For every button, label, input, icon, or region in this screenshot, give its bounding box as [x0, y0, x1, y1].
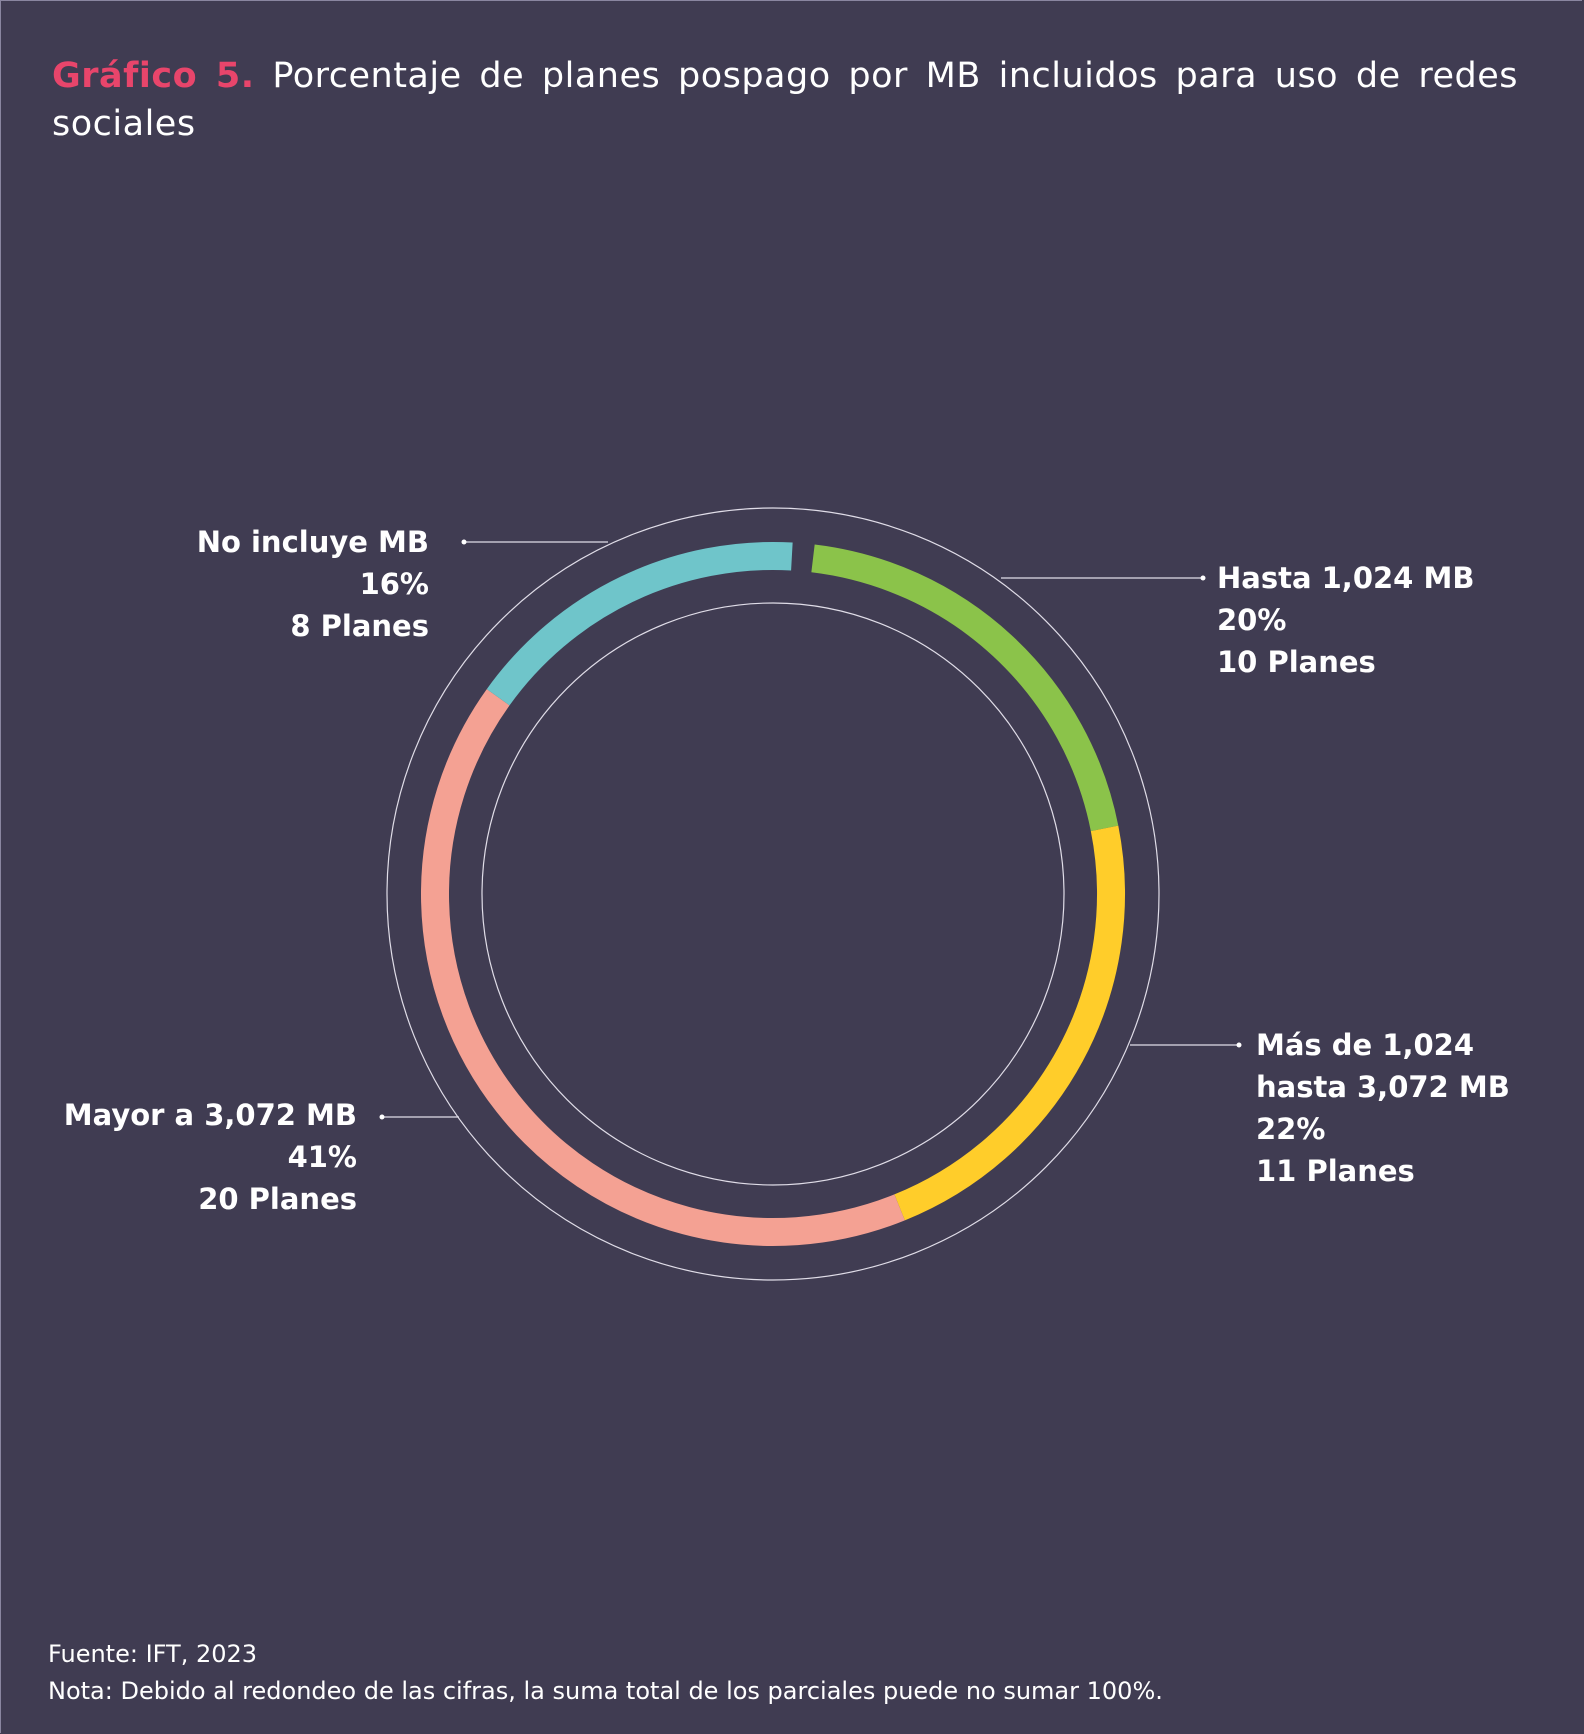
leader-dot: [1200, 575, 1206, 581]
value-label: 20%: [1217, 603, 1287, 637]
leader-dot: [461, 539, 467, 545]
leader-dot: [379, 1114, 385, 1120]
donut-segment: [894, 825, 1125, 1221]
category-label: Más de 1,024 hasta 3,072 MB: [1256, 1028, 1510, 1104]
donut-segment: [811, 544, 1119, 832]
category-label: No incluye MB: [196, 525, 429, 559]
plan-label: 20 Planes: [198, 1182, 357, 1216]
plan-label: 8 Planes: [290, 609, 429, 643]
title-prefix: Gráfico 5.: [52, 56, 255, 96]
plan-label: 11 Planes: [1256, 1154, 1415, 1188]
category-label: Mayor a 3,072 MB: [63, 1098, 357, 1132]
donut-segment: [421, 689, 905, 1246]
value-label: 41%: [287, 1140, 357, 1174]
inner-ring: [481, 602, 1065, 1186]
category-label: Hasta 1,024 MB: [1217, 561, 1475, 595]
note: Nota: Debido al redondeo de las cifras, …: [48, 1677, 1163, 1705]
value-label: 22%: [1256, 1112, 1326, 1146]
donut-segment: [486, 542, 793, 706]
value-label: 16%: [359, 567, 429, 601]
outer-ring: [386, 507, 1160, 1281]
source: Fuente: IFT, 2023: [48, 1640, 258, 1668]
slice-label: Más de 1,024 hasta 3,072 MB 22% 11 Planes: [1256, 1024, 1510, 1192]
leader-dot: [1236, 1042, 1242, 1048]
slice-label: No incluye MB 16% 8 Planes: [197, 521, 429, 647]
chart-title: Gráfico 5. Porcentaje de planes pospago …: [52, 52, 1518, 148]
title-text: Porcentaje de planes pospago por MB incl…: [52, 56, 1518, 144]
slice-label: Mayor a 3,072 MB 41% 20 Planes: [64, 1094, 357, 1220]
slice-label: Hasta 1,024 MB 20% 10 Planes: [1217, 557, 1474, 683]
plan-label: 10 Planes: [1217, 645, 1376, 679]
